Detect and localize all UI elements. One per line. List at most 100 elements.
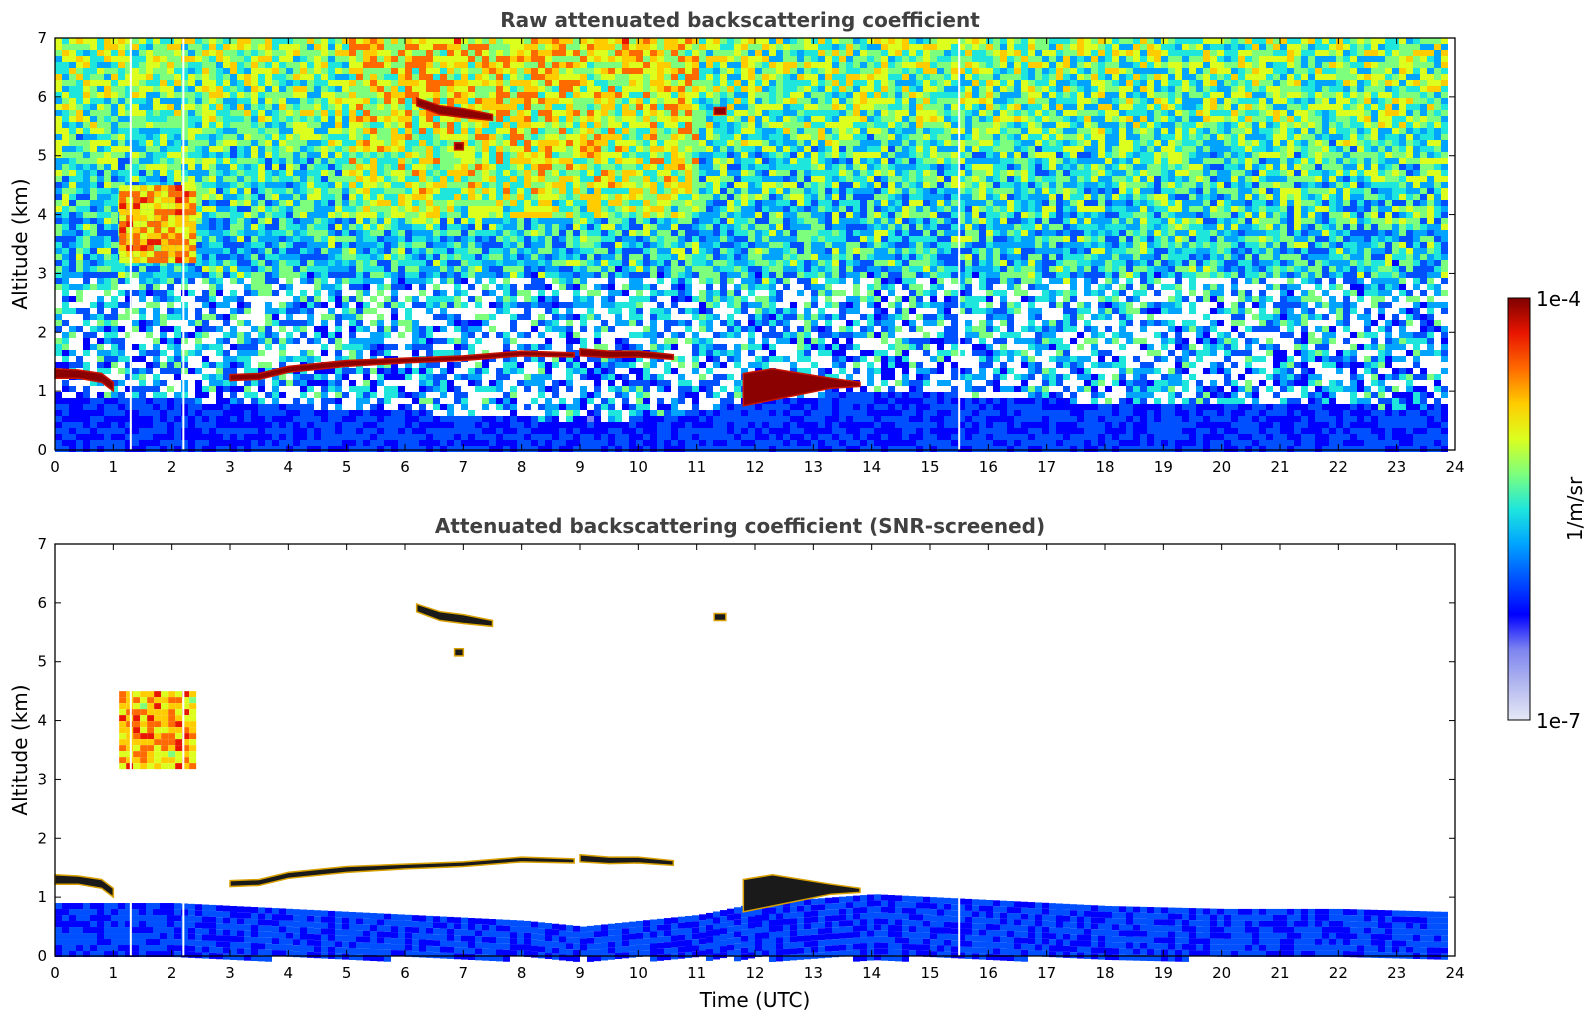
top-heatmap-cell [1217,146,1224,152]
top-heatmap-cell [90,50,97,56]
top-heatmap-cell [846,140,853,146]
top-heatmap-cell [405,158,412,164]
top-heatmap-cell [1000,74,1007,80]
top-heatmap-cell [251,86,258,92]
top-heatmap-cell [692,182,699,188]
top-heatmap-cell [594,68,601,74]
top-heatmap-cell [1035,134,1042,140]
top-heatmap-cell [468,164,475,170]
top-heatmap-cell [860,152,867,158]
top-heatmap-cell [356,158,363,164]
top-heatmap-cell [216,146,223,152]
top-heatmap-cell [762,146,769,152]
top-heatmap-cell [1056,146,1063,152]
top-heatmap-cell [272,38,279,44]
top-heatmap-cell [125,98,132,104]
top-heatmap-cell [692,50,699,56]
top-heatmap-cell [1077,176,1084,182]
top-heatmap-cell [1259,128,1266,134]
top-heatmap-cell [1021,176,1028,182]
top-heatmap-cell [167,134,174,140]
top-heatmap-cell [356,62,363,68]
top-heatmap-cell [790,110,797,116]
top-heatmap-cell [1161,116,1168,122]
top-heatmap-cell [1077,110,1084,116]
top-heatmap-cell [419,164,426,170]
top-heatmap-cell [937,134,944,140]
top-heatmap-cell [1049,80,1056,86]
top-heatmap-cell [1434,38,1441,44]
top-heatmap-cell [510,68,517,74]
top-heatmap-cell [510,86,517,92]
top-heatmap-cell [1189,134,1196,140]
top-heatmap-cell [671,110,678,116]
top-heatmap-cell [1399,56,1406,62]
top-heatmap-cell [755,68,762,74]
top-heatmap-cell [1056,50,1063,56]
top-heatmap-cell [160,38,167,44]
top-heatmap-cell [90,56,97,62]
top-heatmap-cell [195,182,202,188]
top-heatmap-cell [1224,68,1231,74]
top-heatmap-cell [146,92,153,98]
top-heatmap-cell [685,56,692,62]
top-heatmap-cell [398,170,405,176]
top-heatmap-cell [916,128,923,134]
top-heatmap-cell [573,98,580,104]
top-heatmap-cell [1357,98,1364,104]
top-heatmap-cell [1385,68,1392,74]
top-heatmap-cell [727,152,734,158]
top-heatmap-cell [125,116,132,122]
top-heatmap-cell [580,56,587,62]
top-heatmap-cell [846,146,853,152]
top-heatmap-cell [657,56,664,62]
top-heatmap-cell [573,128,580,134]
top-heatmap-cell [741,62,748,68]
top-heatmap-cell [531,86,538,92]
top-heatmap-cell [622,164,629,170]
top-heatmap-cell [1189,68,1196,74]
top-heatmap-cell [839,38,846,44]
top-heatmap-cell [482,158,489,164]
top-heatmap-cell [111,110,118,116]
top-heatmap-cell [279,182,286,188]
top-heatmap-cell [671,86,678,92]
top-heatmap-cell [1091,56,1098,62]
top-heatmap-cell [622,116,629,122]
top-heatmap-cell [601,44,608,50]
top-heatmap-cell [419,116,426,122]
top-heatmap-cell [356,134,363,140]
top-heatmap-cell [335,68,342,74]
top-heatmap-cell [461,164,468,170]
top-heatmap-cell [1245,182,1252,188]
top-heatmap-cell [797,146,804,152]
top-heatmap-cell [1035,176,1042,182]
top-heatmap-cell [818,146,825,152]
top-heatmap-cell [783,146,790,152]
top-heatmap-cell [1322,122,1329,128]
top-heatmap-cell [1168,134,1175,140]
top-heatmap-cell [755,122,762,128]
top-heatmap-cell [391,140,398,146]
top-heatmap-cell [328,116,335,122]
top-heatmap-cell [370,74,377,80]
top-heatmap-cell [587,44,594,50]
top-heatmap-cell [160,98,167,104]
top-heatmap-cell [965,176,972,182]
top-heatmap-cell [1042,98,1049,104]
top-heatmap-cell [139,128,146,134]
top-heatmap-cell [321,38,328,44]
top-heatmap-cell [1105,152,1112,158]
top-heatmap-cell [321,98,328,104]
top-heatmap-cell [1084,86,1091,92]
top-heatmap-cell [776,134,783,140]
top-heatmap-cell [391,68,398,74]
top-heatmap-cell [482,50,489,56]
top-heatmap-cell [195,38,202,44]
top-heatmap-cell [713,122,720,128]
top-heatmap-cell [594,116,601,122]
top-heatmap-cell [1098,182,1105,188]
top-heatmap-cell [496,134,503,140]
top-heatmap-cell [944,122,951,128]
top-heatmap-cell [104,152,111,158]
